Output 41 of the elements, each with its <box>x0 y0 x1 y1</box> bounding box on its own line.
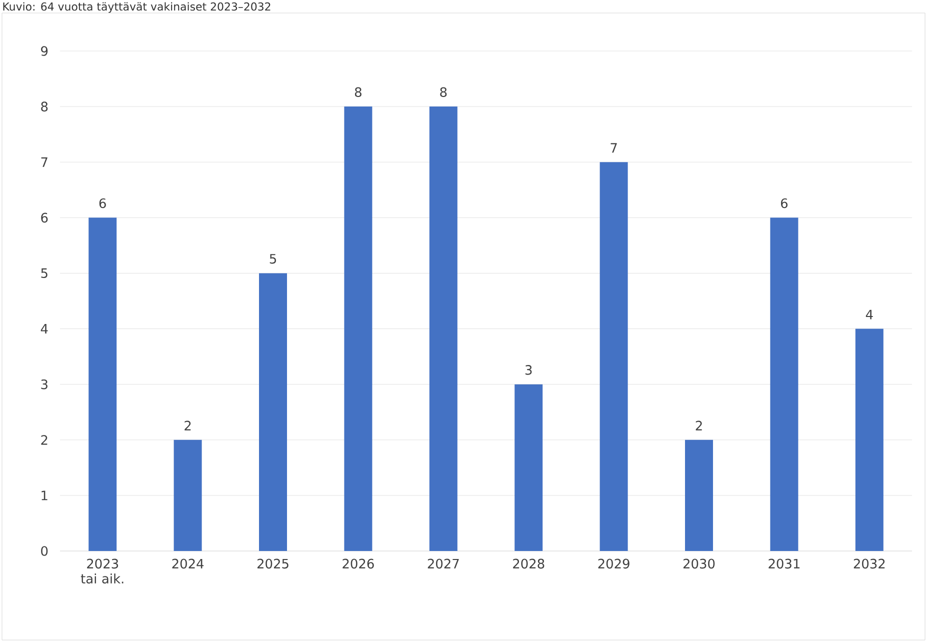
y-tick-label: 3 <box>41 379 48 390</box>
y-tick-label: 5 <box>41 268 48 278</box>
bar <box>88 218 117 551</box>
bar <box>770 218 798 551</box>
x-tick-label: 2026 <box>342 558 374 569</box>
bar <box>514 384 543 551</box>
data-label: 8 <box>354 87 362 98</box>
x-tick-label: 2027 <box>428 558 459 569</box>
x-tick-label: 2024 <box>172 558 204 569</box>
data-label: 3 <box>525 365 532 375</box>
x-tick-label: 2031 <box>768 558 800 569</box>
bar <box>259 273 288 551</box>
x-tick-label: 2028 <box>513 558 544 569</box>
chart-title: Kuvio: 64 vuotta täyttävät vakinaiset 2023–2032 <box>3 2 270 13</box>
y-tick-label: 8 <box>41 102 48 112</box>
y-tick-label: 9 <box>41 46 48 56</box>
data-label: 4 <box>866 310 873 320</box>
y-tick-label: 7 <box>41 157 48 167</box>
data-label: 7 <box>610 143 617 153</box>
bar <box>685 440 714 551</box>
data-label: 5 <box>270 254 276 264</box>
bar <box>174 440 202 551</box>
x-tick-label: 2029 <box>598 558 630 569</box>
x-tick-label: 2032 <box>854 558 885 569</box>
y-tick-label: 6 <box>41 212 48 223</box>
y-tick-label: 1 <box>42 490 48 500</box>
y-tick-label: 2 <box>41 435 48 445</box>
data-label: 2 <box>696 420 702 430</box>
data-label: 6 <box>99 198 106 208</box>
x-tick-label: 2025 <box>257 558 288 569</box>
bar <box>855 328 884 551</box>
bar <box>344 106 372 551</box>
data-label: 8 <box>440 87 447 98</box>
x-tick-label: 2023 tai aik. <box>80 558 124 584</box>
data-label: 6 <box>780 198 788 208</box>
y-tick-label: 4 <box>40 324 48 334</box>
bar <box>429 106 458 551</box>
x-tick-label: 2030 <box>683 558 715 569</box>
bar <box>600 162 628 551</box>
data-label: 2 <box>184 420 191 430</box>
y-tick-label: 0 <box>41 546 48 556</box>
